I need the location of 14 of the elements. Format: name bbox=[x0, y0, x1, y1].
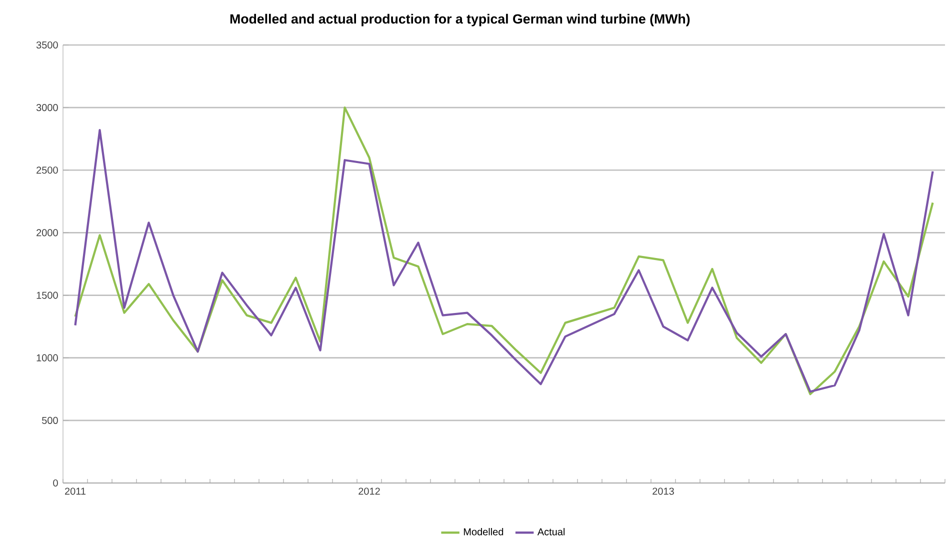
chart-title: Modelled and actual production for a typical German wind turbine (MWh) bbox=[230, 14, 690, 26]
legend-label: Actual bbox=[537, 528, 565, 536]
y-tick-label: 2500 bbox=[36, 166, 58, 174]
x-tick-label: 2011 bbox=[65, 488, 86, 495]
y-tick-label: 500 bbox=[42, 416, 58, 424]
x-tick-label: 2013 bbox=[652, 488, 674, 495]
y-tick-label: 1000 bbox=[36, 354, 58, 362]
y-tick-label: 0 bbox=[53, 479, 58, 487]
x-tick-label: 2012 bbox=[358, 488, 380, 495]
y-tick-label: 1500 bbox=[36, 292, 58, 299]
y-tick-label: 2000 bbox=[36, 229, 58, 236]
legend-label: Modelled bbox=[464, 528, 504, 536]
y-tick-label: 3500 bbox=[36, 41, 58, 49]
y-tick-label: 3000 bbox=[36, 104, 58, 112]
